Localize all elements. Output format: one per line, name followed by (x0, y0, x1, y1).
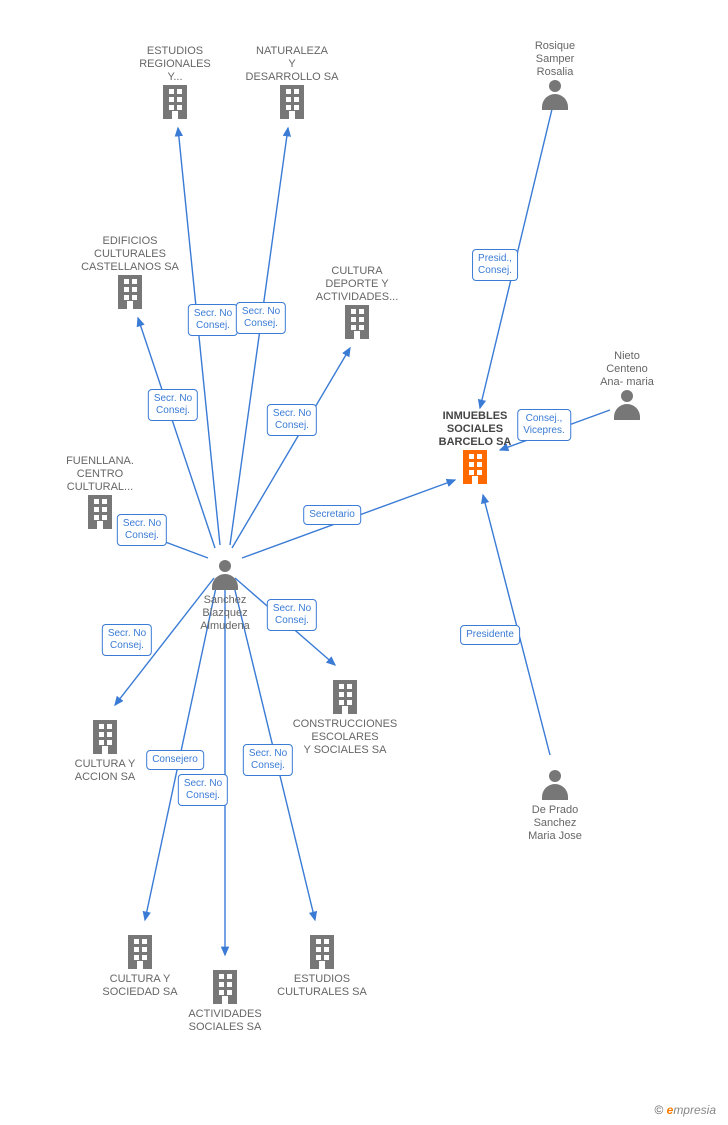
edge-label-sanchez-cultura_sociedad: Consejero (146, 750, 204, 770)
node-label: ACTIVIDADES SOCIALES SA (165, 1008, 285, 1034)
edge-label-sanchez-estudios_cult: Secr. No Consej. (243, 744, 293, 776)
building-icon (85, 495, 115, 529)
edge-label-sanchez-construcciones: Secr. No Consej. (267, 599, 317, 631)
building-icon (90, 720, 120, 754)
person-icon (542, 770, 568, 800)
brand-rest: mpresia (673, 1103, 716, 1117)
person-icon (614, 390, 640, 420)
edge-label-sanchez-fuenllana: Secr. No Consej. (117, 514, 167, 546)
edge-label-sanchez-edificios_cult: Secr. No Consej. (148, 389, 198, 421)
node-label: De Prado Sanchez Maria Jose (495, 804, 615, 844)
node-label: CONSTRUCCIONES ESCOLARES Y SOCIALES SA (285, 718, 405, 758)
edge-label-sanchez-actividades: Secr. No Consej. (178, 774, 228, 806)
building-icon (307, 935, 337, 969)
edge-label-sanchez-naturaleza: Secr. No Consej. (236, 302, 286, 334)
node-label: FUENLLANA. CENTRO CULTURAL... (40, 455, 160, 495)
node-cultura_deporte[interactable]: CULTURA DEPORTE Y ACTIVIDADES... (297, 265, 417, 343)
building-icon (160, 85, 190, 119)
node-construcciones[interactable]: CONSTRUCCIONES ESCOLARES Y SOCIALES SA (285, 680, 405, 758)
node-label: Nieto Centeno Ana- maria (567, 350, 687, 390)
building-icon (330, 680, 360, 714)
edge-label-sanchez-estudios_regionales: Secr. No Consej. (188, 304, 238, 336)
node-naturaleza[interactable]: NATURALEZA Y DESARROLLO SA (232, 45, 352, 123)
building-icon (115, 275, 145, 309)
edge-label-de_prado-inmuebles: Presidente (460, 625, 520, 645)
edge-label-nieto-inmuebles: Consej., Vicepres. (517, 409, 571, 441)
building-icon (277, 85, 307, 119)
person-icon (542, 80, 568, 110)
node-de_prado[interactable]: De Prado Sanchez Maria Jose (495, 770, 615, 844)
edge-label-sanchez-cultura_accion: Secr. No Consej. (102, 624, 152, 656)
node-label: Rosique Samper Rosalia (495, 40, 615, 80)
edge-label-sanchez-cultura_deporte: Secr. No Consej. (267, 404, 317, 436)
footer-credit: © empresia (654, 1103, 716, 1117)
edge-sanchez-estudios_regionales (178, 128, 220, 545)
edge-label-sanchez-inmuebles: Secretario (303, 505, 361, 525)
node-rosique[interactable]: Rosique Samper Rosalia (495, 40, 615, 114)
node-label: NATURALEZA Y DESARROLLO SA (232, 45, 352, 85)
node-label: ESTUDIOS REGIONALES Y... (115, 45, 235, 85)
node-nieto[interactable]: Nieto Centeno Ana- maria (567, 350, 687, 424)
edge-label-rosique-inmuebles: Presid., Consej. (472, 249, 518, 281)
building-icon (125, 935, 155, 969)
edge-sanchez-naturaleza (230, 128, 288, 545)
building-icon (460, 450, 490, 484)
node-label: CULTURA DEPORTE Y ACTIVIDADES... (297, 265, 417, 305)
building-icon (210, 970, 240, 1004)
node-edificios_cult[interactable]: EDIFICIOS CULTURALES CASTELLANOS SA (70, 235, 190, 313)
building-icon (342, 305, 372, 339)
node-estudios_regionales[interactable]: ESTUDIOS REGIONALES Y... (115, 45, 235, 123)
copyright-symbol: © (654, 1103, 663, 1117)
person-icon (212, 560, 238, 590)
node-estudios_cult[interactable]: ESTUDIOS CULTURALES SA (262, 935, 382, 999)
node-label: EDIFICIOS CULTURALES CASTELLANOS SA (70, 235, 190, 275)
node-label: ESTUDIOS CULTURALES SA (262, 973, 382, 999)
